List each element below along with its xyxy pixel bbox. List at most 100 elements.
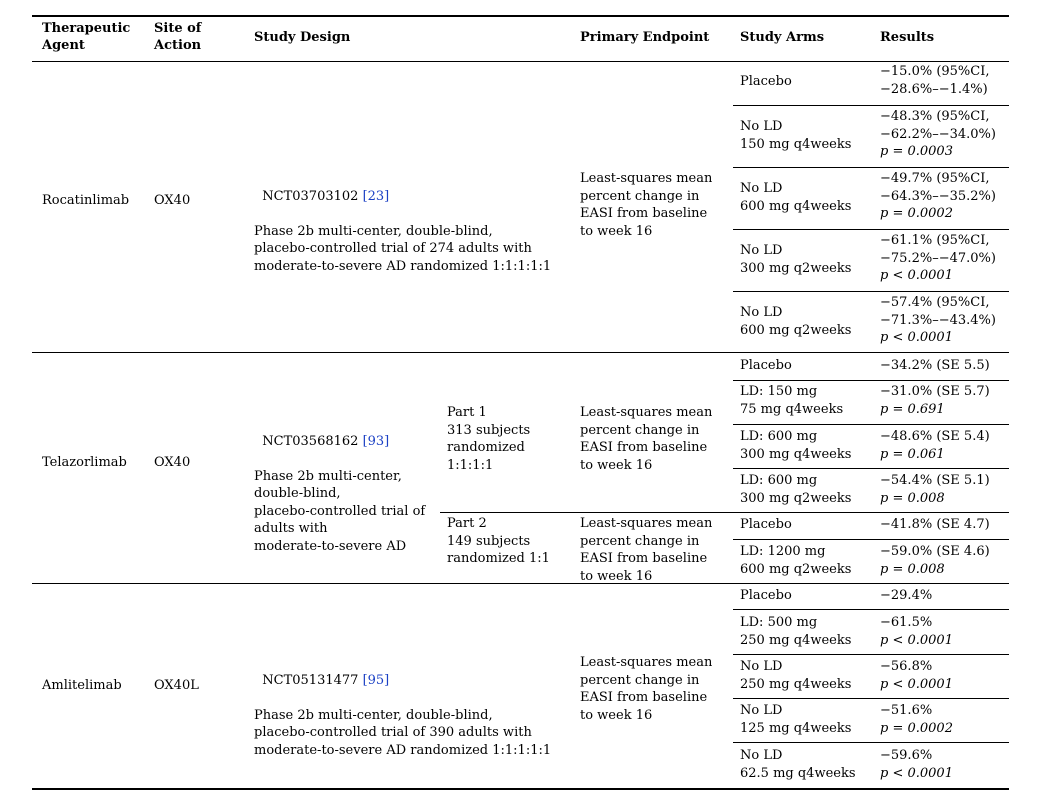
result-cell: −29.4% [880,587,932,605]
arm-cell: LD: 1200 mg 600 mg q2weeks [740,544,852,577]
result-cell: −34.2% (SE 5.5) [880,357,990,375]
result-value: −59.6% [880,748,933,763]
result-cell: −41.8% (SE 4.7) [880,516,990,534]
arm-cell: Placebo [740,74,792,89]
result-value: −49.7% (95%CI, −64.3%–−35.2%) [880,171,996,204]
result-value: −48.3% (95%CI, −62.2%–−34.0%) [880,109,996,142]
arm-rule [733,698,1009,699]
bottom-rule [32,788,1009,790]
p-value: p = 0.0002 [880,720,953,736]
design-cell: NCT03703102 [23] Phase 2b multi-center, … [254,170,551,293]
trial-id: NCT03568162 [262,433,363,449]
p-value: p = 0.008 [880,561,945,577]
arm-rule [733,742,1009,743]
result-value: −34.2% (SE 5.5) [880,358,990,373]
design-cell: NCT05131477 [95] Phase 2b multi-center, … [254,654,551,777]
p-value: p = 0.061 [880,446,945,462]
endpoint-cell: Least-squares mean percent change in EAS… [580,655,713,723]
trial-id: NCT05131477 [262,672,363,688]
result-cell: −59.0% (SE 4.6) p = 0.008 [880,543,990,578]
design-text: Phase 2b multi-center, double-blind, pla… [254,707,552,758]
trial-id: NCT03703102 [262,188,363,204]
result-cell: −61.5% p < 0.0001 [880,614,953,649]
result-cell: −56.8% p < 0.0001 [880,658,953,693]
citation-link[interactable]: [95] [362,672,390,688]
p-value: p < 0.0001 [880,330,953,345]
group-rule-1 [32,352,1009,353]
part-cell: Part 1 313 subjects randomized 1:1:1:1 [447,405,531,473]
header-site: Site of Action [154,21,202,53]
result-cell: −57.4% (95%CI, −71.3%–−43.4%) p < 0.0001 [880,294,996,347]
citation-link[interactable]: [93] [362,433,390,449]
result-value: −15.0% (95%CI, −28.6%–−1.4%) [880,64,990,97]
result-value: −56.8% [880,659,933,674]
group-rule-2 [32,583,1009,584]
header-results: Results [880,30,935,45]
arm-rule [733,468,1009,469]
arm-cell: No LD 300 mg q2weeks [740,243,852,276]
header-agent: Therapeutic Agent [42,21,131,53]
arm-rule [733,380,1009,381]
p-value: p < 0.0001 [880,676,953,692]
arm-cell: No LD 250 mg q4weeks [740,659,852,692]
part-cell: Part 2 149 subjects randomized 1:1 [447,516,550,566]
arm-cell: LD: 600 mg 300 mg q2weeks [740,473,852,506]
agent-cell: Telazorlimab [42,455,127,470]
arm-cell: No LD 150 mg q4weeks [740,119,852,152]
result-cell: −48.6% (SE 5.4) p = 0.061 [880,428,990,463]
arm-rule [733,167,1009,168]
arm-rule [733,539,1009,540]
arm-rule [733,424,1009,425]
endpoint-cell: Least-squares mean percent change in EAS… [580,405,713,473]
header-rule [32,61,1009,62]
header-arms: Study Arms [740,30,825,45]
arm-cell: Placebo [740,588,792,603]
arm-rule [733,105,1009,106]
result-cell: −48.3% (95%CI, −62.2%–−34.0%) p = 0.0003 [880,108,996,161]
header-endpoint: Primary Endpoint [580,30,710,45]
result-value: −57.4% (95%CI, −71.3%–−43.4%) [880,295,996,328]
arm-cell: No LD 600 mg q4weeks [740,181,852,214]
agent-cell: Rocatinlimab [42,193,130,208]
design-text: Phase 2b multi-center, double-blind, pla… [254,223,552,274]
p-value: p < 0.0001 [880,268,953,283]
result-value: −54.4% (SE 5.1) [880,473,990,488]
result-value: −61.5% [880,615,933,630]
result-value: −31.0% (SE 5.7) [880,384,990,399]
p-value: p < 0.0001 [880,765,953,781]
p-value: p = 0.008 [880,490,945,506]
arm-cell: LD: 500 mg 250 mg q4weeks [740,615,852,648]
part-rule [440,512,1009,513]
design-cell: NCT03568162 [93] Phase 2b multi-center, … [254,415,425,573]
design-text: Phase 2b multi-center, double-blind, pla… [254,468,426,554]
result-value: −48.6% (SE 5.4) [880,429,990,444]
result-cell: −49.7% (95%CI, −64.3%–−35.2%) p = 0.0002 [880,170,996,223]
citation-link[interactable]: [23] [362,188,390,204]
arm-cell: LD: 150 mg 75 mg q4weeks [740,384,844,417]
result-cell: −54.4% (SE 5.1) p = 0.008 [880,472,990,507]
site-cell: OX40L [154,678,199,693]
p-value: p < 0.0001 [880,632,953,648]
site-cell: OX40 [154,455,191,470]
result-value: −29.4% [880,588,933,603]
result-value: −61.1% (95%CI, −75.2%–−47.0%) [880,233,996,266]
header-design: Study Design [254,30,351,45]
arm-cell: Placebo [740,517,792,532]
result-value: −51.6% [880,703,933,718]
top-rule [32,15,1009,17]
result-cell: −59.6% p < 0.0001 [880,747,953,782]
arm-cell: No LD 600 mg q2weeks [740,305,852,338]
p-value: p = 0.0002 [880,206,953,221]
arm-cell: Placebo [740,358,792,373]
arm-rule [733,609,1009,610]
result-cell: −61.1% (95%CI, −75.2%–−47.0%) p < 0.0001 [880,232,996,285]
result-cell: −15.0% (95%CI, −28.6%–−1.4%) [880,63,990,98]
site-cell: OX40 [154,193,191,208]
result-value: −59.0% (SE 4.6) [880,544,990,559]
agent-cell: Amlitelimab [42,678,122,693]
arm-cell: LD: 600 mg 300 mg q4weeks [740,429,852,462]
arm-rule [733,291,1009,292]
result-value: −41.8% (SE 4.7) [880,517,990,532]
endpoint-cell: Least-squares mean percent change in EAS… [580,171,713,239]
arm-cell: No LD 125 mg q4weeks [740,703,852,736]
